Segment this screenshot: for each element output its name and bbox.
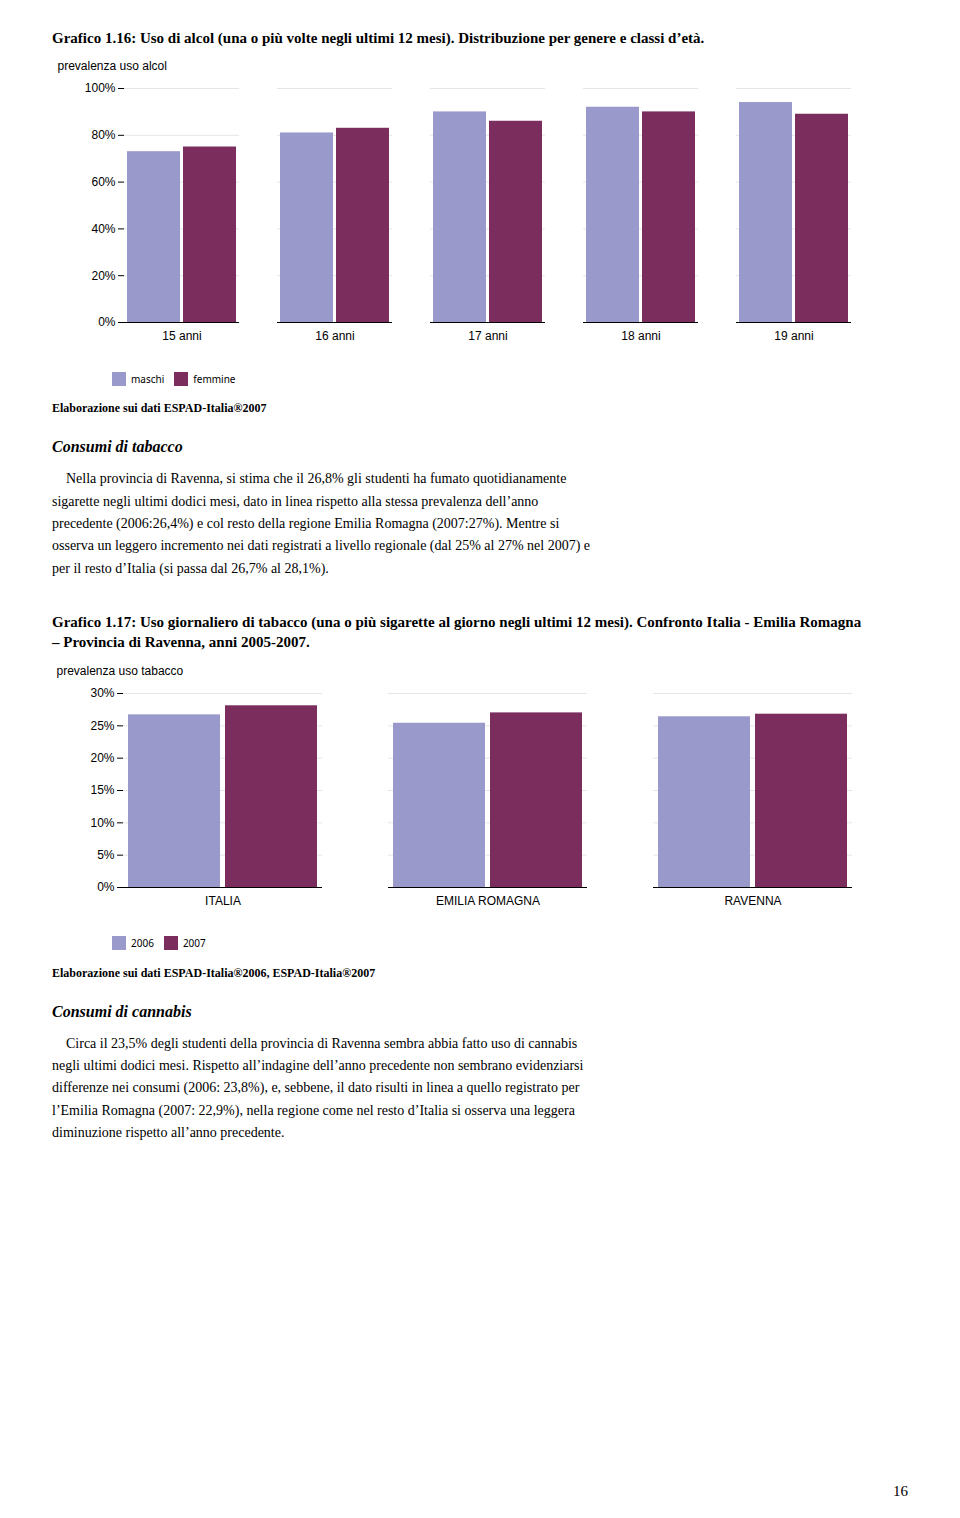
html-text:Nella provincia di Ravenna, si: Nella provincia di Ravenna, si stima che… <box>52 471 567 487</box>
html-text:femmine: femmine <box>193 371 236 386</box>
svg-text:5%: 5% <box>97 848 115 862</box>
html-text:16: 16 <box>893 1483 908 1499</box>
html-text:precedente (2006:26,4%) e col: precedente (2006:26,4%) e col resto dell… <box>52 516 560 531</box>
html-text:per il resto d’Italia (si pass: per il resto d’Italia (si passa dal 26,7… <box>52 560 329 576</box>
svg-text:17 anni: 17 anni <box>468 329 507 343</box>
svg-text:EMILIA ROMAGNA: EMILIA ROMAGNA <box>436 894 540 908</box>
svg-text:60%: 60% <box>91 175 115 189</box>
svg-text:ITALIA: ITALIA <box>205 894 241 908</box>
svg-text:18 anni: 18 anni <box>621 329 660 343</box>
svg-text:prevalenza uso tabacco: prevalenza uso tabacco <box>57 664 184 678</box>
svg-text:0%: 0% <box>97 880 115 894</box>
html-text:Circa il 23,5% degli studenti: Circa il 23,5% degli studenti della prov… <box>52 1035 578 1051</box>
svg-text:10%: 10% <box>90 815 114 829</box>
svg-text:20%: 20% <box>90 751 114 765</box>
html-text:differenze nei consumi (2006:: differenze nei consumi (2006: 23,8%), e,… <box>52 1080 580 1096</box>
html-text:diminuzione rispetto all’anno: diminuzione rispetto all’anno precedente… <box>52 1125 285 1141</box>
html-text:sigarette negli ultimi dodici: sigarette negli ultimi dodici mesi, dato… <box>52 493 539 509</box>
svg-text:0%: 0% <box>98 316 116 330</box>
svg-text:80%: 80% <box>91 128 115 142</box>
html-text:maschi: maschi <box>131 371 165 386</box>
svg-text:15%: 15% <box>90 783 114 797</box>
svg-text:RAVENNA: RAVENNA <box>724 894 781 908</box>
html-text:Consumi di cannabis: Consumi di cannabis <box>52 1002 192 1020</box>
html-text:negli ultimi dodici mesi. Risp: negli ultimi dodici mesi. Rispetto all’i… <box>52 1058 584 1074</box>
svg-text:30%: 30% <box>90 686 114 700</box>
svg-text:100%: 100% <box>85 82 116 96</box>
svg-text:19 anni: 19 anni <box>774 329 813 343</box>
html-text:Elaborazione sui dati ESPAD-It: Elaborazione sui dati ESPAD-Italia®2007 <box>52 401 267 416</box>
html-text:l’Emilia Romagna (2007: 22,9%): l’Emilia Romagna (2007: 22,9%), nella re… <box>52 1102 575 1118</box>
html-text:Elaborazione sui dati ESPAD-It: Elaborazione sui dati ESPAD-Italia®2006,… <box>52 965 376 980</box>
svg-text:prevalenza uso alcol: prevalenza uso alcol <box>58 59 167 73</box>
svg-text:20%: 20% <box>91 269 115 283</box>
svg-text:16 anni: 16 anni <box>315 329 354 343</box>
html-text:2007: 2007 <box>182 936 206 951</box>
html-text:2006: 2006 <box>131 936 154 951</box>
svg-text:25%: 25% <box>90 718 114 732</box>
svg-text:40%: 40% <box>91 222 115 236</box>
svg-text:15 anni: 15 anni <box>162 329 201 343</box>
html-text:Grafico 1.16: Uso di alcol (un: Grafico 1.16: Uso di alcol (una o più vo… <box>52 30 705 46</box>
html-text:osserva un leggero incremento: osserva un leggero incremento nei dati r… <box>52 538 590 554</box>
html-text:Consumi di tabacco: Consumi di tabacco <box>52 438 183 456</box>
html-text:Grafico 1.17: Uso giornaliero: Grafico 1.17: Uso giornaliero di tabacco… <box>52 614 862 651</box>
